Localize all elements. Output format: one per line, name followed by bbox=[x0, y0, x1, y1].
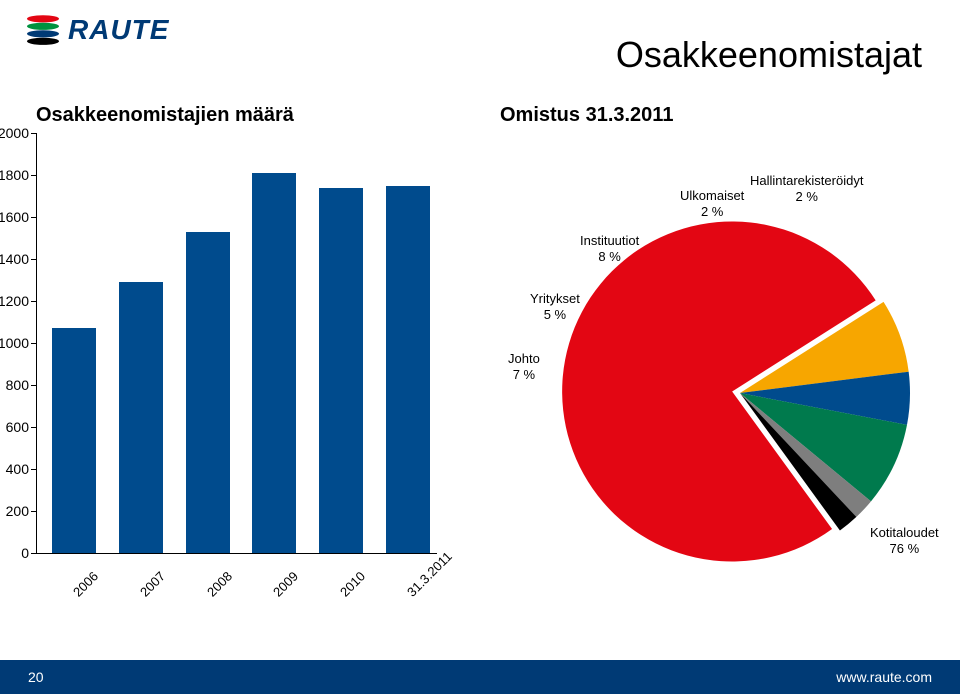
pie-label: Hallintarekisteröidyt2 % bbox=[750, 173, 863, 204]
bar bbox=[386, 186, 430, 554]
bar-y-label: 600 bbox=[0, 419, 29, 435]
pie-label: Yritykset5 % bbox=[530, 291, 580, 322]
bar-x-label: 2006 bbox=[70, 569, 101, 600]
bar bbox=[319, 188, 363, 553]
bar-x-label: 2009 bbox=[270, 569, 301, 600]
bar-x-label: 2010 bbox=[337, 569, 368, 600]
brand-logo: RAUTE bbox=[26, 14, 169, 46]
footer-bar: 20 www.raute.com bbox=[0, 660, 960, 694]
bar-y-label: 2000 bbox=[0, 125, 29, 141]
logo-icon bbox=[26, 15, 60, 45]
bar-chart-section: Osakkeenomistajien määrä 020040060080010… bbox=[36, 104, 466, 554]
bar-chart: 0200400600800100012001400160018002000200… bbox=[36, 133, 437, 554]
bar-x-label: 31.3.2011 bbox=[404, 549, 455, 600]
bar bbox=[252, 173, 296, 553]
page-number: 20 bbox=[28, 669, 44, 685]
pie-label: Ulkomaiset2 % bbox=[680, 188, 744, 219]
pie-chart-section: Omistus 31.3.2011 Kotitaloudet76 % Johto7… bbox=[500, 104, 940, 573]
bar bbox=[119, 282, 163, 553]
page-title: Osakkeenomistajat bbox=[616, 34, 922, 76]
bar-chart-title: Osakkeenomistajien määrä bbox=[36, 104, 466, 127]
pie-chart-title: Omistus 31.3.2011 bbox=[500, 104, 940, 127]
brand-name: RAUTE bbox=[68, 14, 169, 46]
bar-y-label: 400 bbox=[0, 461, 29, 477]
bar-x-label: 2008 bbox=[204, 569, 235, 600]
footer-url: www.raute.com bbox=[836, 669, 932, 685]
pie-label: Johto7 % bbox=[508, 351, 540, 382]
bar-y-label: 0 bbox=[0, 545, 29, 561]
bar-y-label: 1200 bbox=[0, 293, 29, 309]
bar-y-label: 1800 bbox=[0, 167, 29, 183]
bar-y-label: 1400 bbox=[0, 251, 29, 267]
bar bbox=[186, 232, 230, 553]
pie-label: Instituutiot8 % bbox=[580, 233, 639, 264]
bar-y-label: 200 bbox=[0, 503, 29, 519]
bar-y-label: 1600 bbox=[0, 209, 29, 225]
bar-x-label: 2007 bbox=[137, 569, 168, 600]
bar-y-label: 1000 bbox=[0, 335, 29, 351]
pie-label: Kotitaloudet76 % bbox=[870, 525, 939, 556]
bar bbox=[52, 328, 96, 553]
pie-chart: Kotitaloudet76 % Johto7 % Yritykset5 %Inst… bbox=[500, 133, 940, 573]
bar-y-label: 800 bbox=[0, 377, 29, 393]
